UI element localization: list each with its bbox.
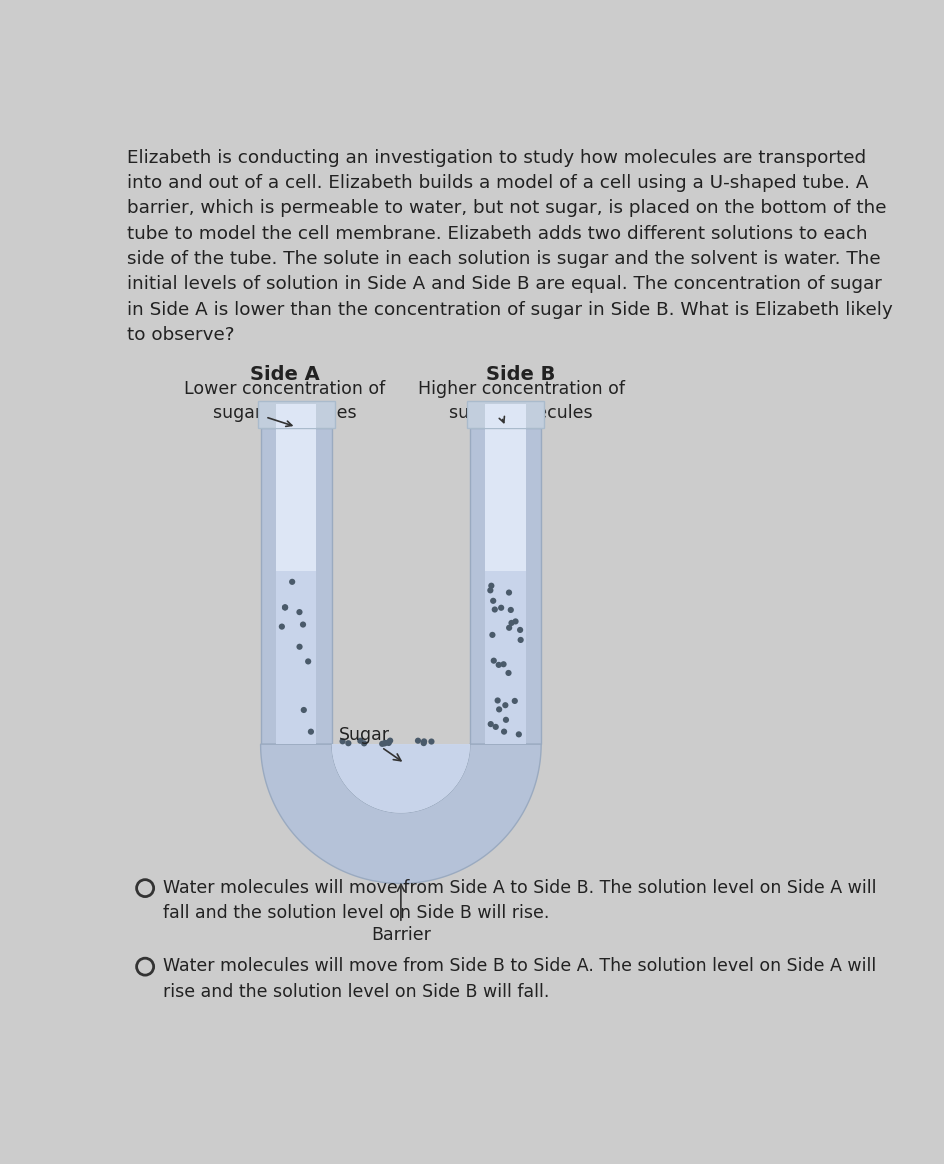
Bar — [485, 404, 526, 428]
Circle shape — [490, 598, 497, 604]
Polygon shape — [332, 744, 470, 812]
Bar — [276, 404, 316, 428]
Circle shape — [308, 729, 314, 734]
Bar — [276, 428, 316, 744]
Circle shape — [513, 618, 518, 625]
Text: Side A: Side A — [250, 364, 319, 383]
Circle shape — [493, 724, 498, 730]
Circle shape — [515, 731, 522, 738]
Text: Water molecules will move from Side B to Side A. The solution level on Side A wi: Water molecules will move from Side B to… — [163, 958, 876, 1001]
Circle shape — [305, 659, 312, 665]
Circle shape — [340, 738, 346, 745]
Circle shape — [387, 738, 394, 744]
Circle shape — [379, 740, 385, 747]
Circle shape — [421, 738, 428, 745]
Circle shape — [512, 698, 518, 704]
Circle shape — [503, 717, 509, 723]
Circle shape — [496, 662, 502, 668]
Circle shape — [489, 632, 496, 638]
Circle shape — [421, 740, 427, 746]
Circle shape — [382, 740, 388, 746]
Circle shape — [491, 658, 497, 663]
Circle shape — [509, 620, 514, 626]
Circle shape — [508, 606, 514, 613]
Circle shape — [506, 625, 513, 631]
Circle shape — [296, 644, 303, 650]
Circle shape — [498, 604, 504, 611]
Circle shape — [492, 606, 497, 612]
Circle shape — [357, 738, 363, 744]
Circle shape — [487, 588, 494, 594]
Circle shape — [500, 661, 507, 667]
Circle shape — [505, 669, 512, 676]
Circle shape — [289, 579, 295, 584]
Text: Higher concentration of
sugar molecules: Higher concentration of sugar molecules — [417, 379, 625, 421]
Circle shape — [429, 738, 434, 745]
Circle shape — [301, 707, 307, 714]
Circle shape — [361, 740, 367, 746]
Text: Lower concentration of
sugar molecules: Lower concentration of sugar molecules — [184, 379, 385, 421]
Circle shape — [495, 697, 500, 703]
Polygon shape — [261, 744, 541, 883]
Text: Elizabeth is conducting an investigation to study how molecules are transported
: Elizabeth is conducting an investigation… — [127, 149, 893, 343]
Bar — [470, 428, 541, 744]
Bar — [276, 570, 316, 744]
Bar — [258, 402, 335, 428]
Text: Side B: Side B — [486, 364, 556, 383]
Circle shape — [282, 604, 288, 611]
Circle shape — [385, 740, 392, 746]
Circle shape — [296, 609, 303, 616]
Circle shape — [501, 729, 507, 734]
Circle shape — [415, 738, 421, 744]
Circle shape — [346, 740, 351, 746]
Polygon shape — [332, 744, 470, 812]
Bar — [261, 428, 332, 744]
Circle shape — [278, 624, 285, 630]
Text: Sugar: Sugar — [339, 726, 401, 761]
Circle shape — [517, 637, 524, 643]
Text: Water molecules will move from Side A to Side B. The solution level on Side A wi: Water molecules will move from Side A to… — [163, 879, 876, 922]
Bar — [485, 570, 526, 744]
Circle shape — [517, 627, 523, 633]
Circle shape — [381, 740, 388, 746]
Circle shape — [300, 622, 306, 627]
Bar — [466, 402, 545, 428]
Circle shape — [488, 583, 495, 589]
Bar — [485, 428, 526, 744]
Circle shape — [385, 739, 392, 745]
Circle shape — [506, 589, 512, 596]
Circle shape — [496, 707, 502, 712]
Circle shape — [282, 604, 288, 610]
Text: Barrier: Barrier — [371, 885, 430, 944]
Circle shape — [488, 721, 494, 728]
Circle shape — [502, 702, 509, 708]
